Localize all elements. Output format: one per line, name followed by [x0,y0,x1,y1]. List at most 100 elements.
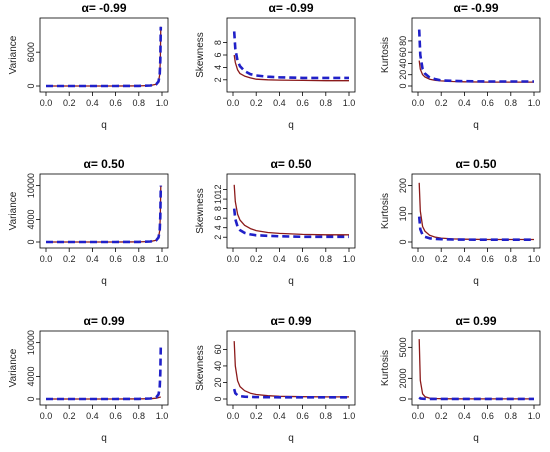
series-line-dashed [232,208,349,239]
x-tick-label: 0.8 [505,254,518,264]
x-tick-label: 0.4 [458,411,471,421]
y-axis-label: Kurtosis [380,350,391,386]
series-line-solid [418,182,534,241]
x-axis-label: q [473,120,479,131]
plot-frame [39,17,169,93]
x-tick-label: 0.4 [273,254,286,264]
x-tick-label: 0.2 [63,98,76,108]
x-tick-label: 0.6 [481,411,494,421]
x-axis-label: q [101,120,107,131]
x-axis-label: q [288,120,294,131]
x-tick-label: 0.2 [435,254,448,264]
y-tick-label: 10 [213,194,223,204]
x-tick-label: 0.2 [63,254,76,264]
x-tick-label: 0.6 [481,98,494,108]
x-tick-label: 0.0 [40,254,53,264]
y-tick-label: 2000 [398,368,408,388]
x-tick-label: 0.0 [40,98,53,108]
x-tick-label: 0.0 [227,98,240,108]
y-tick-label: 0 [26,239,36,244]
y-tick-label: 100 [398,206,408,221]
y-tick-label: 0 [26,83,36,88]
y-tick-label: 10000 [26,173,36,198]
plot-frame [411,330,541,406]
y-tick-label: 40 [213,361,223,371]
x-tick-label: 1.0 [528,254,541,264]
x-tick-label: 0.4 [458,98,471,108]
y-tick-label: 8 [213,40,223,45]
y-tick-label: 4 [213,65,223,70]
series-line-dashed [46,185,163,244]
x-tick-label: 0.2 [250,98,263,108]
x-tick-label: 0.0 [227,411,240,421]
y-tick-label: 2 [213,235,223,240]
x-tick-label: 0.8 [320,411,333,421]
x-tick-label: 0.8 [133,254,146,264]
y-tick-label: 0 [26,396,36,401]
y-tick-label: 200 [398,178,408,193]
panel-title: α= 0.99 [83,314,124,328]
x-tick-label: 0.8 [133,411,146,421]
x-tick-label: 1.0 [156,254,169,264]
x-tick-label: 0.0 [412,411,425,421]
x-axis-label: q [101,276,107,287]
x-tick-label: 0.6 [296,98,309,108]
x-tick-label: 0.6 [109,411,122,421]
y-tick-label: 20 [398,70,408,80]
panel-1-1: α= -0.99 0.0 0.2 0.4 0.6 0.8 1.0 0 6000 q Variance [8,1,169,131]
y-tick-label: 80 [398,36,408,46]
y-tick-label: 0 [398,396,408,401]
panel-2-1: α= 0.50 0.0 0.2 0.4 0.6 0.8 1.0 0 4000 10000 q Vari… [8,157,169,287]
panel-title: α= 0.50 [455,157,496,171]
panel-title: α= -0.99 [268,1,313,15]
series-line-dashed [232,388,349,399]
x-tick-label: 0.4 [458,254,471,264]
series-line-dashed [417,29,534,83]
x-tick-label: 0.8 [505,411,518,421]
series-line-dashed [418,396,534,401]
x-tick-label: 0.4 [273,98,286,108]
y-tick-label: 8 [213,206,223,211]
y-tick-label: 6000 [26,42,36,62]
x-tick-label: 1.0 [343,254,356,264]
x-axis-label: q [288,276,294,287]
x-tick-label: 0.4 [86,411,99,421]
y-tick-label: 0 [398,239,408,244]
x-tick-label: 1.0 [156,411,169,421]
series-line-solid [46,185,162,243]
x-tick-label: 0.0 [412,98,425,108]
y-axis-label: Skewness [195,345,206,391]
x-tick-label: 0.6 [481,254,494,264]
panel-3-1: α= 0.99 0.0 0.2 0.4 0.6 0.8 1.0 0 4000 10000 q Vari… [8,314,169,444]
plot-frame [39,173,169,249]
x-tick-label: 1.0 [156,98,169,108]
x-tick-label: 0.6 [296,411,309,421]
y-axis-label: Skewness [195,32,206,78]
y-axis-label: Kurtosis [380,37,391,73]
y-axis-label: Skewness [195,188,206,234]
y-tick-label: 2 [213,77,223,82]
x-tick-label: 0.2 [250,254,263,264]
x-tick-label: 0.0 [227,254,240,264]
x-tick-label: 0.8 [133,98,146,108]
x-tick-label: 1.0 [528,411,541,421]
x-tick-label: 0.0 [412,254,425,264]
y-tick-label: 6 [213,52,223,57]
x-tick-label: 0.8 [320,254,333,264]
plot-frame [39,330,169,406]
series-line-dashed [232,31,349,80]
series-line-dashed [46,26,163,88]
x-tick-label: 0.6 [296,254,309,264]
x-tick-label: 1.0 [528,98,541,108]
panel-2-3: α= 0.50 0.0 0.2 0.4 0.6 0.8 1.0 0 100 200 q Kurtosi… [380,157,541,287]
y-tick-label: 6 [213,216,223,221]
plot-frame [411,173,541,249]
panel-title: α= -0.99 [81,1,126,15]
y-axis-label: Variance [8,348,19,387]
x-axis-label: q [288,433,294,444]
x-tick-label: 0.2 [63,411,76,421]
x-axis-label: q [101,433,107,444]
series-line-solid [233,54,349,82]
